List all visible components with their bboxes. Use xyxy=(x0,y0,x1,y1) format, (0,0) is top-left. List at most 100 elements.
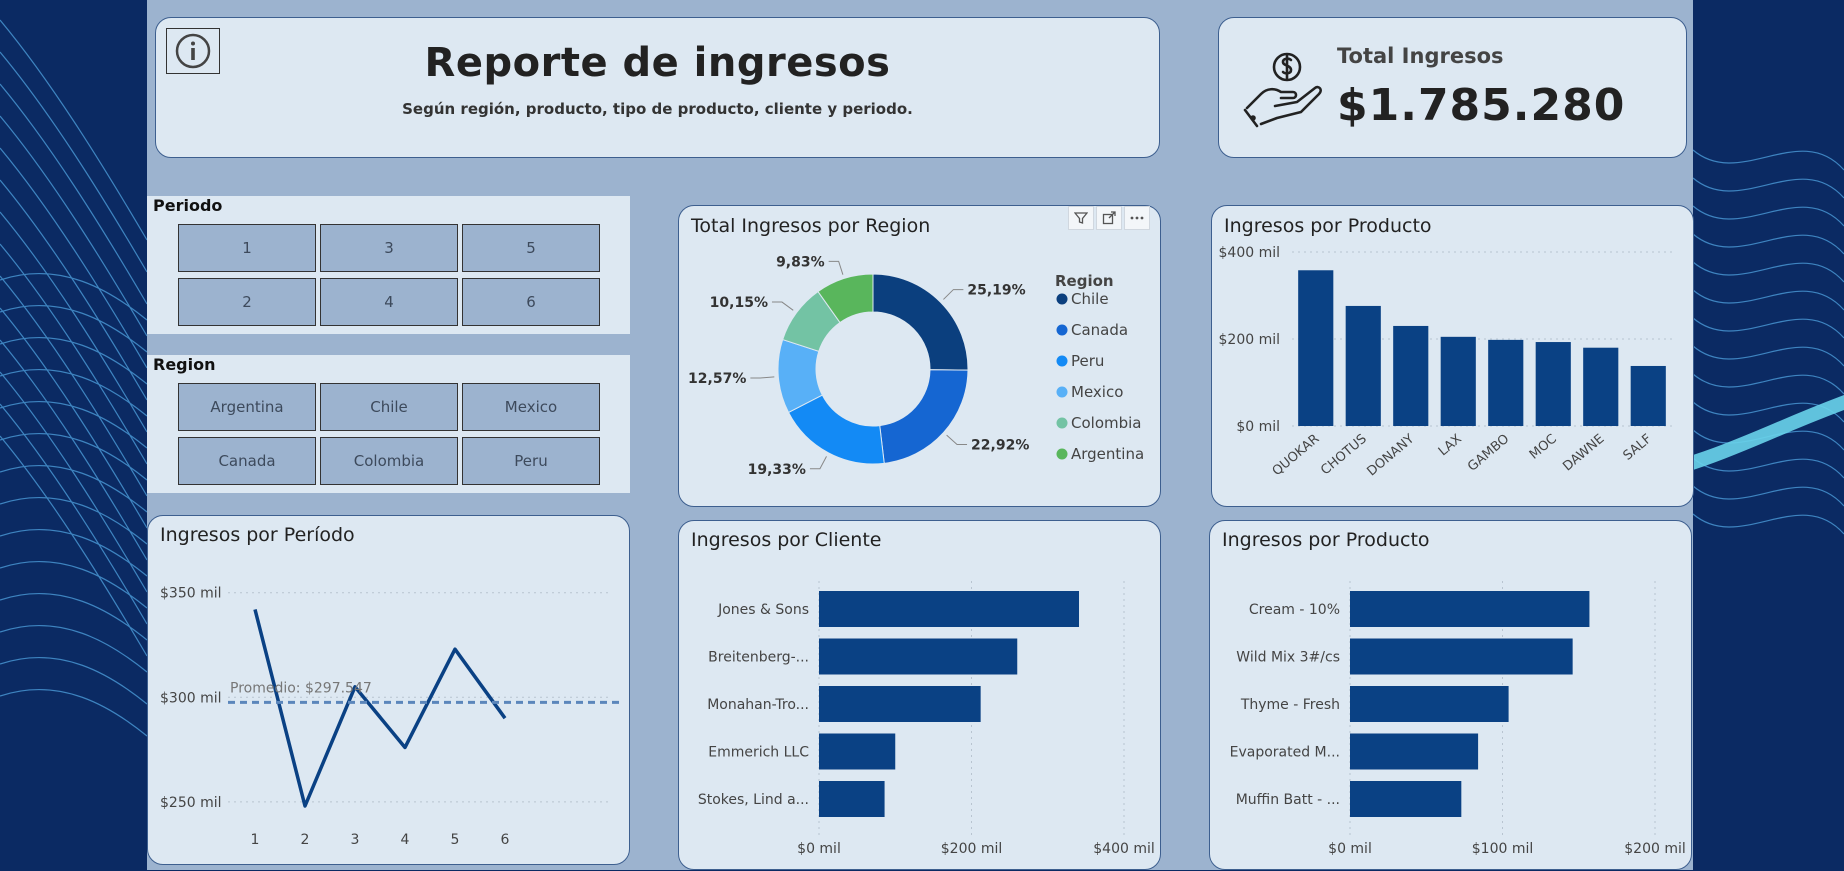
x-tick-label: $100 mil xyxy=(1472,841,1534,857)
product-category-label: Cream - 10% xyxy=(1249,602,1340,618)
x-tick-label: CHOTUS xyxy=(1318,432,1370,479)
product-category-label: Muffin Batt - ... xyxy=(1236,792,1340,808)
client-bar xyxy=(819,591,1079,627)
legend-marker xyxy=(1057,387,1068,398)
client-bar xyxy=(819,639,1017,675)
bar-chotus xyxy=(1346,306,1381,426)
donut-legend-title: Region xyxy=(1055,272,1114,290)
donut-card[interactable]: Total Ingresos por Region 25,19%22,92%19… xyxy=(678,205,1161,507)
legend-item-peru: Peru xyxy=(1071,352,1104,370)
legend-marker xyxy=(1057,325,1068,336)
x-tick-label: $0 mil xyxy=(797,841,841,857)
legend-marker xyxy=(1057,356,1068,367)
periodo-tile-3[interactable]: 3 xyxy=(320,224,458,272)
donut-chart: 25,19%22,92%19,33%12,57%10,15%9,83%Regio… xyxy=(679,206,1162,508)
y-tick-label: $350 mil xyxy=(160,586,222,602)
client-bar xyxy=(819,734,895,770)
x-tick-label: $0 mil xyxy=(1328,841,1372,857)
product-category-label: Evaporated M... xyxy=(1230,745,1340,761)
region-slicer-title: Region xyxy=(153,355,216,374)
product-column-chart: $0 mil$200 mil$400 milQUOKARCHOTUSDONANY… xyxy=(1212,206,1695,508)
legend-marker xyxy=(1057,294,1068,305)
donut-data-label: 9,83% xyxy=(776,254,825,270)
donut-leader-line xyxy=(772,302,793,310)
donut-data-label: 12,57% xyxy=(688,371,746,387)
region-tile-canada[interactable]: Canada xyxy=(178,437,316,485)
product-bar xyxy=(1350,591,1589,627)
x-tick-label: 6 xyxy=(501,832,510,848)
info-icon xyxy=(174,32,212,70)
periodo-tile-4[interactable]: 4 xyxy=(320,278,458,326)
region-tile-mexico[interactable]: Mexico xyxy=(462,383,600,431)
x-tick-label: SALF xyxy=(1621,432,1655,464)
x-tick-label: $200 mil xyxy=(941,841,1003,857)
money-hand-icon xyxy=(1241,46,1325,136)
legend-item-chile: Chile xyxy=(1071,290,1109,308)
periodo-tile-6[interactable]: 6 xyxy=(462,278,600,326)
bar-salf xyxy=(1631,366,1666,426)
donut-slice-chile xyxy=(873,274,968,370)
x-tick-label: 4 xyxy=(401,832,410,848)
bar-quokar xyxy=(1298,270,1333,426)
bar-lax xyxy=(1441,337,1476,426)
legend-item-argentina: Argentina xyxy=(1071,445,1144,463)
donut-data-label: 22,92% xyxy=(971,438,1029,454)
donut-leader-line xyxy=(943,290,963,300)
kpi-card: Total Ingresos $1.785.280 xyxy=(1218,17,1687,158)
legend-marker xyxy=(1057,449,1068,460)
donut-data-label: 19,33% xyxy=(748,462,806,478)
periodo-tile-5[interactable]: 5 xyxy=(462,224,600,272)
region-tile-argentina[interactable]: Argentina xyxy=(178,383,316,431)
legend-item-canada: Canada xyxy=(1071,321,1128,339)
average-label: Promedio: $297.547 xyxy=(230,680,372,696)
bar-donany xyxy=(1393,326,1428,426)
region-tile-peru[interactable]: Peru xyxy=(462,437,600,485)
x-tick-label: MOC xyxy=(1527,432,1560,463)
kpi-value: $1.785.280 xyxy=(1337,80,1625,131)
donut-leader-line xyxy=(829,261,843,274)
product-column-card[interactable]: Ingresos por Producto $0 mil$200 mil$400… xyxy=(1211,205,1694,507)
x-tick-label: 5 xyxy=(451,832,460,848)
client-bar-card[interactable]: Ingresos por Cliente $0 mil$200 mil$400 … xyxy=(678,520,1161,870)
legend-item-mexico: Mexico xyxy=(1071,383,1123,401)
page-title: Reporte de ingresos xyxy=(156,40,1159,86)
donut-leader-line xyxy=(810,456,827,468)
client-category-label: Breitenberg-... xyxy=(708,650,809,666)
region-tile-colombia[interactable]: Colombia xyxy=(320,437,458,485)
periodo-tile-2[interactable]: 2 xyxy=(178,278,316,326)
header-card: Reporte de ingresos Según región, produc… xyxy=(155,17,1160,158)
x-tick-label: DAWNE xyxy=(1560,432,1607,475)
y-tick-label: $0 mil xyxy=(1236,419,1280,435)
y-tick-label: $200 mil xyxy=(1219,332,1281,348)
product-bar xyxy=(1350,781,1461,817)
product-bar xyxy=(1350,686,1509,722)
page-subtitle: Según región, producto, tipo de producto… xyxy=(156,100,1159,118)
x-tick-label: $200 mil xyxy=(1624,841,1686,857)
client-category-label: Monahan-Tro... xyxy=(707,697,809,713)
product-bar-card[interactable]: Ingresos por Producto $0 mil$100 mil$200… xyxy=(1209,520,1692,870)
legend-item-colombia: Colombia xyxy=(1071,414,1142,432)
donut-leader-line xyxy=(947,435,967,444)
region-tile-chile[interactable]: Chile xyxy=(320,383,458,431)
y-tick-label: $250 mil xyxy=(160,795,222,811)
bar-dawne xyxy=(1583,348,1618,426)
region-slicer: Region Argentina Chile Mexico Canada Col… xyxy=(147,355,630,493)
x-tick-label: QUOKAR xyxy=(1270,432,1323,480)
client-bar xyxy=(819,781,885,817)
y-tick-label: $300 mil xyxy=(160,690,222,706)
kpi-label: Total Ingresos xyxy=(1337,44,1504,68)
period-line-card[interactable]: Ingresos por Período $250 mil$300 mil$35… xyxy=(147,515,630,865)
bar-moc xyxy=(1536,342,1571,426)
periodo-tile-1[interactable]: 1 xyxy=(178,224,316,272)
bar-gambo xyxy=(1488,340,1523,426)
client-category-label: Jones & Sons xyxy=(717,602,809,618)
client-bar xyxy=(819,686,981,722)
donut-slice-canada xyxy=(880,370,968,464)
product-bar xyxy=(1350,639,1573,675)
info-button[interactable] xyxy=(166,28,220,74)
legend-marker xyxy=(1057,418,1068,429)
series-line xyxy=(255,609,505,806)
periodo-slicer: Periodo 1 3 5 2 4 6 xyxy=(147,196,630,334)
